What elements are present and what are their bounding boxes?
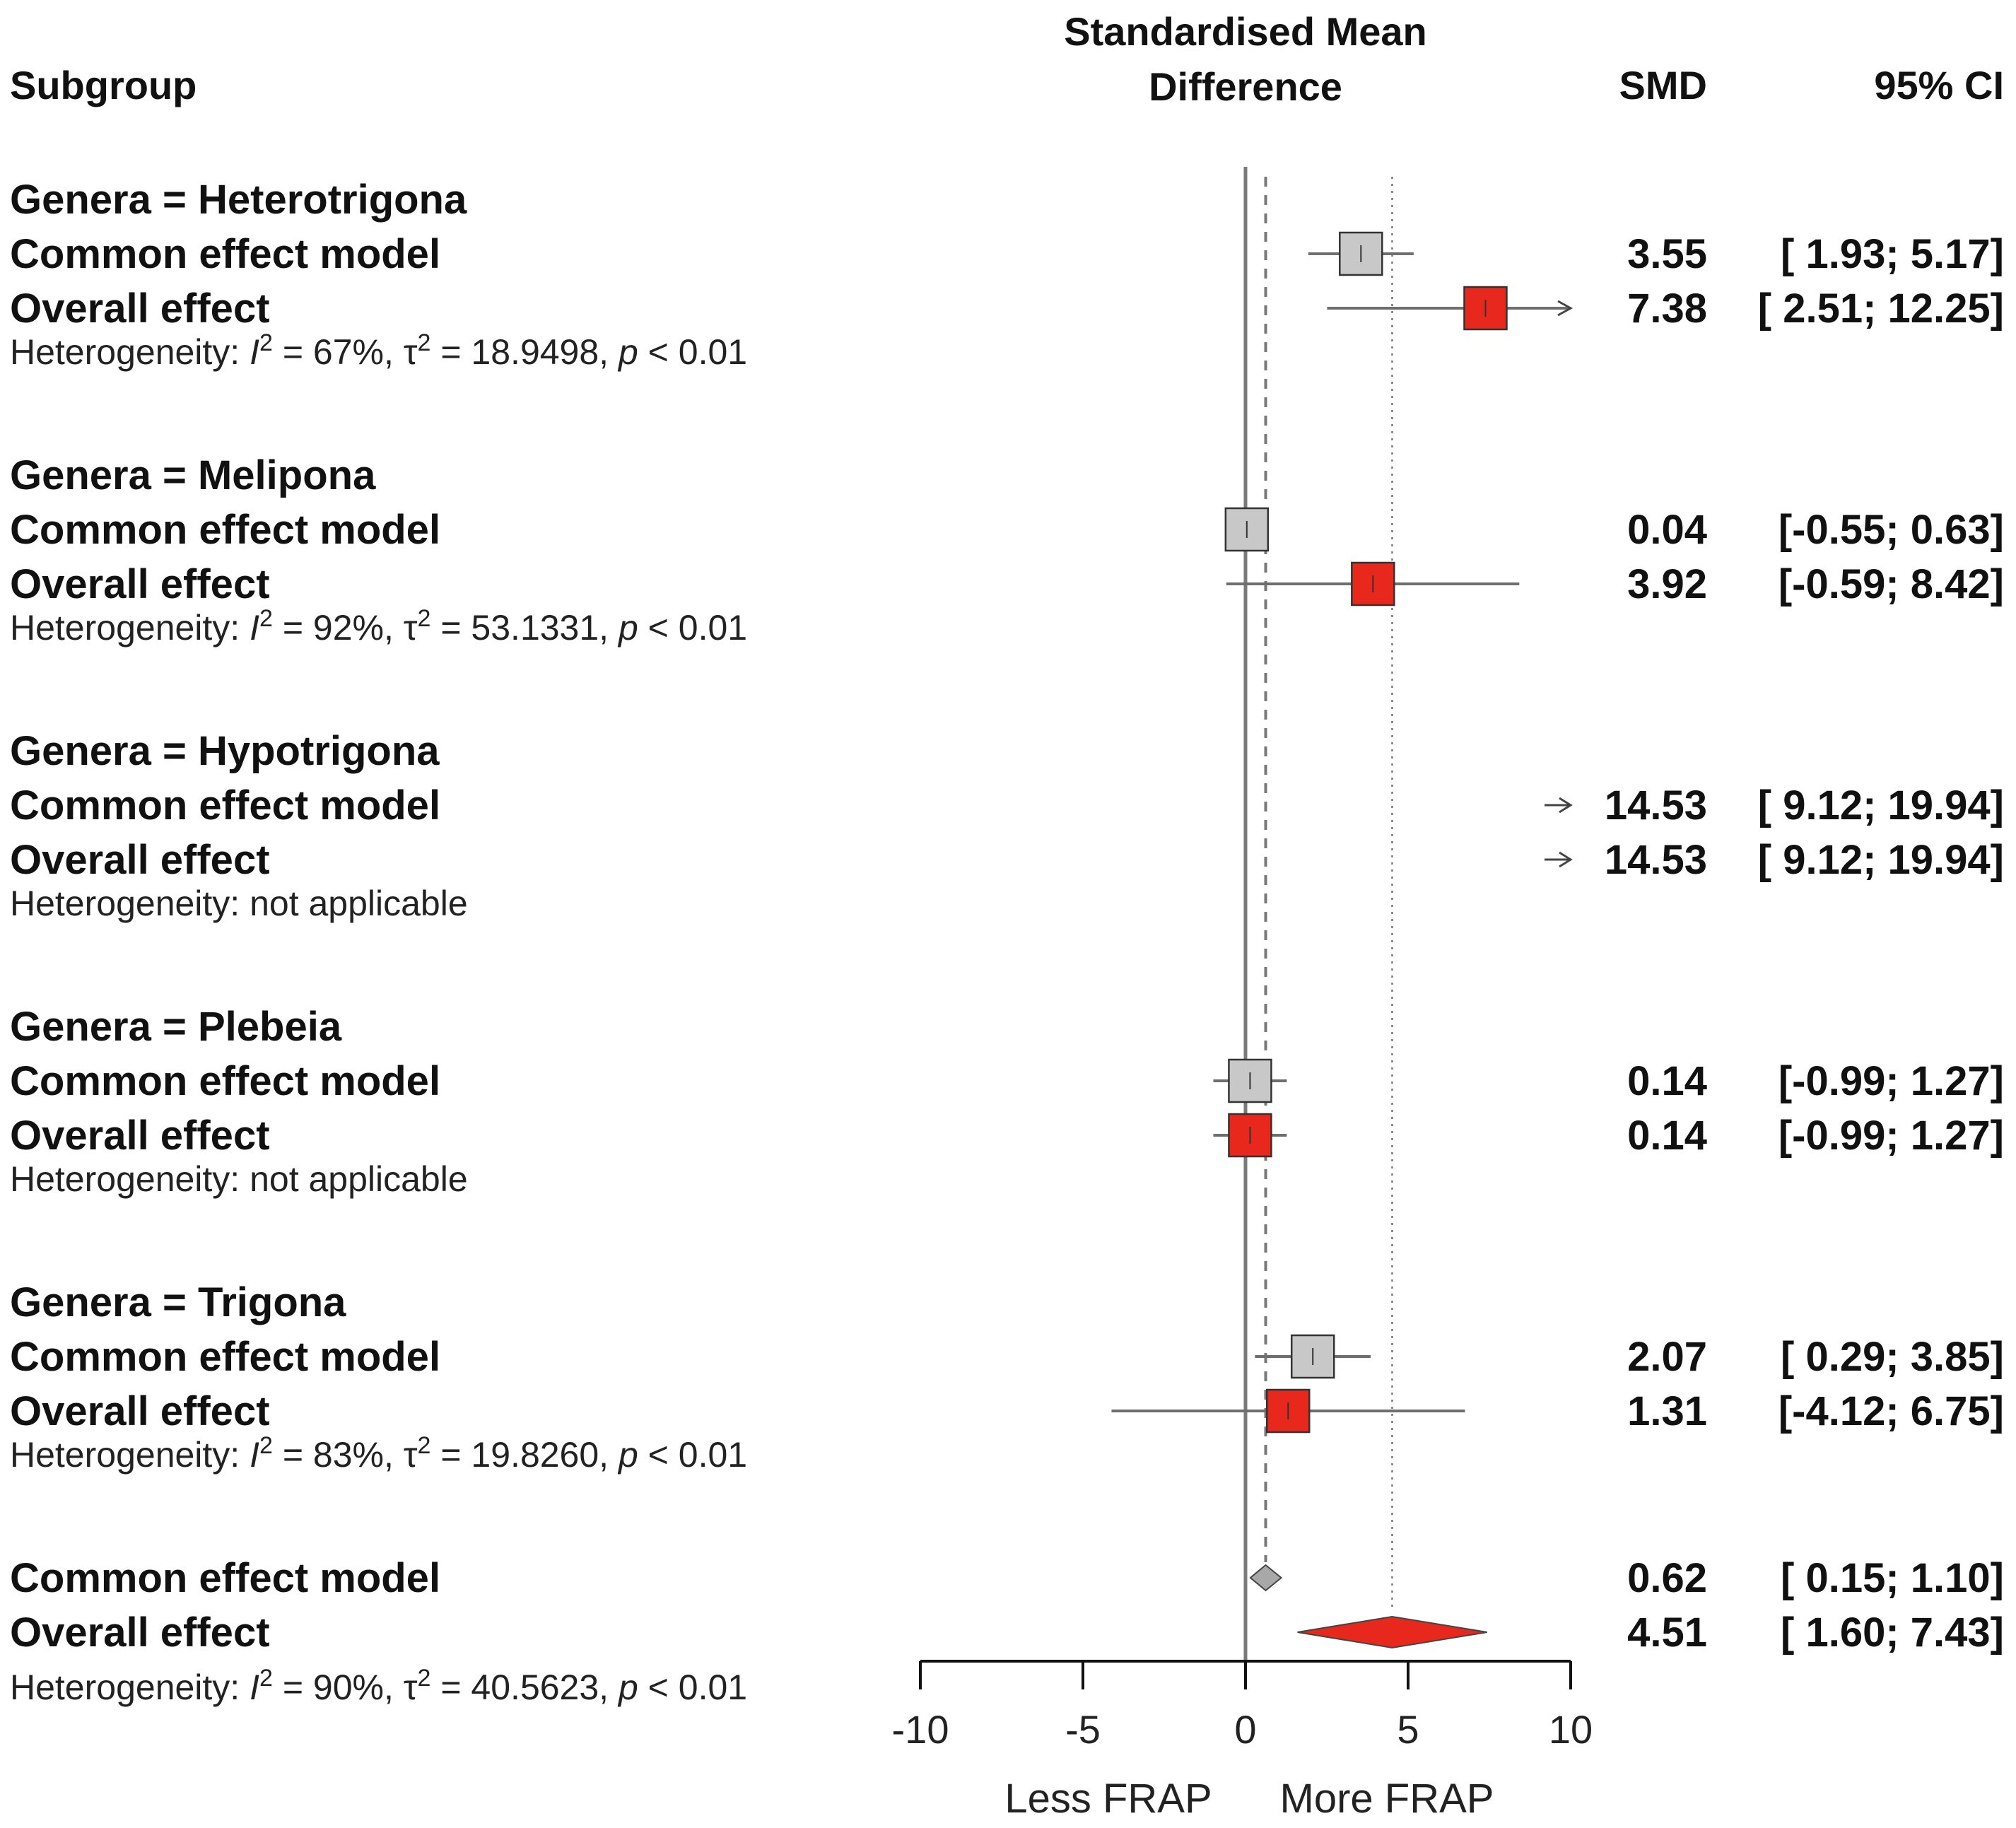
row-label-g2-r1: Overall effect <box>10 837 270 883</box>
smd-value-g0-r1: 7.38 <box>1627 286 1707 332</box>
heterogeneity-4: Heterogeneity: I2 = 83%, τ2 = 19.8260, p… <box>10 1432 747 1475</box>
row-label-g0-r1: Overall effect <box>10 286 270 332</box>
heterogeneity-3: Heterogeneity: not applicable <box>10 1159 468 1199</box>
header-subgroup: Subgroup <box>10 63 197 107</box>
x-tick-label-1: -5 <box>1065 1707 1101 1752</box>
row-label-g3-r0: Common effect model <box>10 1058 440 1104</box>
x-tick-label-0: -10 <box>892 1707 949 1752</box>
x-tick-label-4: 10 <box>1549 1707 1593 1752</box>
ci-value-g4-r1: [-4.12; 6.75] <box>1778 1388 2004 1434</box>
x-tick-label-3: 5 <box>1397 1707 1419 1752</box>
row-label-g1-r0: Common effect model <box>10 507 440 553</box>
ci-value-g0-r0: [ 1.93; 5.17] <box>1781 231 2004 277</box>
header-smd: SMD <box>1619 63 1707 107</box>
x-tick-label-2: 0 <box>1234 1707 1256 1752</box>
smd-value-g2-r0: 14.53 <box>1605 783 1707 828</box>
x-label-right: More FRAP <box>1280 1776 1494 1822</box>
heterogeneity-1: Heterogeneity: I2 = 92%, τ2 = 53.1331, p… <box>10 605 747 648</box>
smd-value-gov-r1: 4.51 <box>1627 1610 1707 1656</box>
ci-value-g1-r1: [-0.59; 8.42] <box>1778 561 2004 607</box>
ci-value-g3-r1: [-0.99; 1.27] <box>1778 1113 2004 1159</box>
heterogeneity-0: Heterogeneity: I2 = 67%, τ2 = 18.9498, p… <box>10 329 747 372</box>
ci-value-g4-r0: [ 0.29; 3.85] <box>1781 1334 2004 1380</box>
effect-square-g3-r0 <box>1228 1058 1272 1103</box>
effect-square-g4-r1 <box>1266 1388 1311 1434</box>
forest-rows: Genera = Heterotrigona Common effect mode… <box>10 177 2004 1707</box>
ci-value-g2-r1: [ 9.12; 19.94] <box>1758 837 2004 883</box>
ci-value-gov-r1: [ 1.60; 7.43] <box>1781 1610 2004 1656</box>
offscale-arrow-g2-r1 <box>1559 851 1573 868</box>
plot-title-line2: Difference <box>1149 64 1342 109</box>
row-label-g4-r1: Overall effect <box>10 1388 270 1434</box>
plot-title-line1: Standardised Mean <box>1064 9 1426 54</box>
group-label-0: Genera = Heterotrigona <box>10 177 467 223</box>
smd-value-g4-r0: 2.07 <box>1627 1334 1707 1380</box>
random-diamond-overall <box>1297 1615 1487 1649</box>
x-label-left: Less FRAP <box>1004 1776 1212 1822</box>
row-label-g1-r1: Overall effect <box>10 561 270 607</box>
x-axis: -10 -5 0 5 10 Less FRAP More FRAP <box>892 1660 1593 1822</box>
row-label-g2-r0: Common effect model <box>10 783 440 828</box>
header-ci: 95% CI <box>1874 63 2004 107</box>
ci-value-g3-r0: [-0.99; 1.27] <box>1778 1058 2004 1104</box>
group-label-2: Genera = Hypotrigona <box>10 728 440 774</box>
ci-arrow-g0-r1 <box>1557 300 1573 317</box>
smd-value-gov-r0: 0.62 <box>1627 1555 1707 1601</box>
row-label-g0-r0: Common effect model <box>10 231 440 277</box>
row-label-gov-r0: Common effect model <box>10 1555 440 1601</box>
smd-value-g3-r1: 0.14 <box>1627 1113 1707 1159</box>
smd-value-g1-r0: 0.04 <box>1627 507 1707 553</box>
ci-value-g1-r0: [-0.55; 0.63] <box>1778 507 2004 553</box>
ci-value-gov-r0: [ 0.15; 1.10] <box>1781 1555 2004 1601</box>
smd-value-g0-r0: 3.55 <box>1627 231 1707 277</box>
row-label-g3-r1: Overall effect <box>10 1113 270 1159</box>
ci-value-g2-r0: [ 9.12; 19.94] <box>1758 783 2004 828</box>
row-label-gov-r1: Overall effect <box>10 1610 270 1656</box>
smd-value-g1-r1: 3.92 <box>1627 561 1707 607</box>
heterogeneity-2: Heterogeneity: not applicable <box>10 884 468 923</box>
common-diamond-overall <box>1249 1564 1283 1592</box>
offscale-arrow-g2-r0 <box>1559 797 1573 814</box>
ci-value-g0-r1: [ 2.51; 12.25] <box>1758 286 2004 332</box>
group-label-4: Genera = Trigona <box>10 1279 346 1325</box>
heterogeneity-overall: Heterogeneity: I2 = 90%, τ2 = 40.5623, p… <box>10 1665 747 1707</box>
smd-value-g3-r0: 0.14 <box>1627 1058 1707 1104</box>
group-label-1: Genera = Melipona <box>10 452 376 498</box>
row-label-g4-r0: Common effect model <box>10 1334 440 1380</box>
smd-value-g4-r1: 1.31 <box>1627 1388 1707 1434</box>
group-label-3: Genera = Plebeia <box>10 1004 342 1050</box>
smd-value-g2-r1: 14.53 <box>1605 837 1707 883</box>
reference-lines <box>1243 167 1393 1661</box>
